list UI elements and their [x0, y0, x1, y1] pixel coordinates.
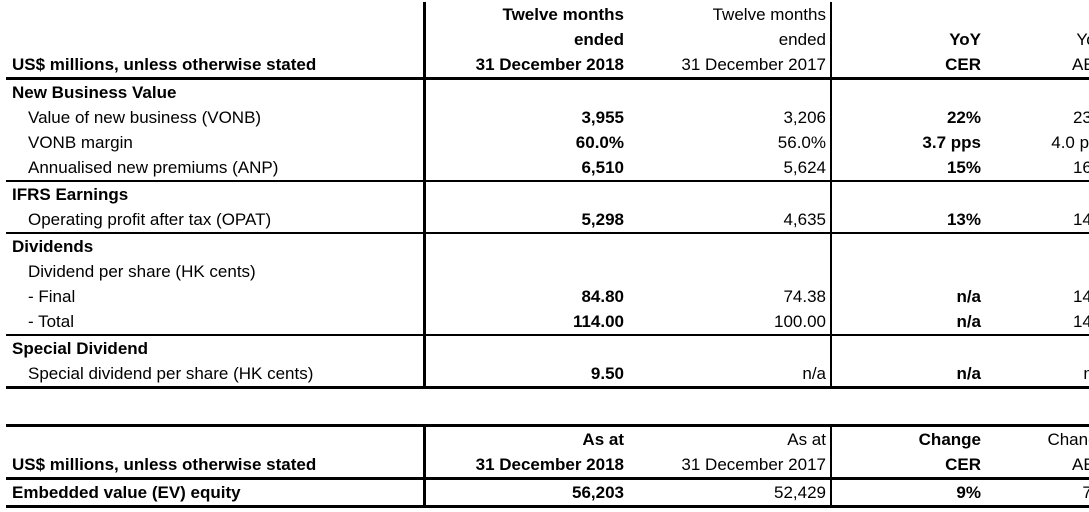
header-2017-line1: Twelve months — [628, 2, 832, 27]
row-label: Operating profit after tax (OPAT) — [6, 207, 425, 234]
results-table: Twelve months Twelve months ended ended … — [6, 2, 1089, 389]
value-aer: 4.0 pps — [1051, 133, 1089, 152]
header-units-label: US$ millions, unless otherwise stated — [6, 52, 425, 80]
value-2018: 84.80 — [423, 284, 628, 309]
value-cer: n/a — [831, 361, 985, 389]
subheading-row: Dividend per share (HK cents) — [6, 259, 1089, 284]
section-title-ifrs: IFRS Earnings — [12, 185, 129, 204]
ev-header-aer-line2: AER — [985, 452, 1089, 480]
ev-header-2018-line1: As at — [423, 424, 628, 452]
value-2018: 6,510 — [423, 155, 628, 182]
section-title-row: Special Dividend — [6, 335, 1089, 361]
value-aer: 23% — [1072, 108, 1089, 127]
ev-value-cer: 9% — [831, 478, 985, 508]
header-2017-line3: 31 December 2017 — [628, 52, 832, 80]
value-cer: 3.7 pps — [922, 133, 981, 152]
row-label: - Final — [28, 287, 76, 306]
value-cer: 22% — [946, 108, 981, 127]
value-2018: 3,955 — [423, 105, 628, 130]
embedded-value-table: As at As at Change Change US$ millions, … — [6, 424, 1089, 508]
section-title-dividends: Dividends — [12, 237, 94, 256]
header-2018-line3: 31 December 2018 — [423, 52, 628, 80]
value-cer: 13% — [831, 207, 985, 234]
value-2017: 3,206 — [628, 105, 832, 130]
row-label: VONB margin — [28, 133, 133, 152]
table-row: VONB margin 60.0% 56.0% 3.7 pps 4.0 pps — [6, 130, 1089, 155]
value-2018: 60.0% — [423, 130, 628, 155]
header-aer-line1: YoY — [1076, 30, 1089, 49]
table-row: Annualised new premiums (ANP) 6,510 5,62… — [6, 155, 1089, 182]
table-row: Embedded value (EV) equity 56,203 52,429… — [6, 478, 1089, 508]
header-cer-line1: YoY — [949, 30, 981, 49]
section-title-special: Special Dividend — [12, 339, 149, 358]
value-2018: 9.50 — [423, 361, 628, 389]
row-label: Value of new business (VONB) — [28, 108, 262, 127]
header-cer-line2: CER — [831, 52, 985, 80]
ev-header-2017-line2: 31 December 2017 — [628, 452, 832, 480]
value-cer: 15% — [831, 155, 985, 182]
value-cer: n/a — [831, 309, 985, 336]
ev-header-cer-line1: Change — [831, 424, 985, 452]
value-2017: 56.0% — [628, 130, 832, 155]
value-aer: 14% — [985, 309, 1089, 336]
value-2017: n/a — [628, 361, 832, 389]
value-2018: 5,298 — [423, 207, 628, 234]
row-label: Special dividend per share (HK cents) — [6, 361, 425, 389]
header-2018-line1: Twelve months — [423, 2, 628, 27]
section-title-nbv: New Business Value — [12, 83, 177, 102]
ev-value-2018: 56,203 — [423, 478, 628, 508]
header-row-3: US$ millions, unless otherwise stated 31… — [6, 52, 1089, 80]
header-2017-line2: ended — [628, 27, 832, 52]
value-cer: n/a — [956, 287, 981, 306]
section-title-row: New Business Value — [6, 78, 1089, 105]
ev-header-aer-line1: Change — [985, 424, 1089, 452]
section-title-row: Dividends — [6, 233, 1089, 259]
value-aer: 14% — [985, 207, 1089, 234]
value-2017: 100.00 — [628, 309, 832, 336]
ev-header-units-label: US$ millions, unless otherwise stated — [6, 452, 425, 480]
value-2017: 74.38 — [628, 284, 832, 309]
table-row: Value of new business (VONB) 3,955 3,206… — [6, 105, 1089, 130]
ev-header-row-1: As at As at Change Change — [6, 424, 1089, 452]
value-aer: n/a — [985, 361, 1089, 389]
ev-header-2018-line2: 31 December 2018 — [423, 452, 628, 480]
header-row-1: Twelve months Twelve months — [6, 2, 1089, 27]
ev-value-2017: 52,429 — [628, 478, 832, 508]
ev-value-aer: 7% — [985, 478, 1089, 508]
value-2017: 5,624 — [628, 155, 832, 182]
table-row: Operating profit after tax (OPAT) 5,298 … — [6, 207, 1089, 234]
table-row: - Final 84.80 74.38 n/a 14% — [6, 284, 1089, 309]
table-row: - Total 114.00 100.00 n/a 14% — [6, 309, 1089, 336]
dividend-subheading: Dividend per share (HK cents) — [28, 262, 256, 281]
row-label: Annualised new premiums (ANP) — [6, 155, 425, 182]
value-2018: 114.00 — [423, 309, 628, 336]
value-aer: 16% — [985, 155, 1089, 182]
ev-header-2017-line1: As at — [628, 424, 832, 452]
header-row-2: ended ended YoY YoY — [6, 27, 1089, 52]
ev-header-row-2: US$ millions, unless otherwise stated 31… — [6, 452, 1089, 480]
header-2018-line2: ended — [423, 27, 628, 52]
ev-header-cer-line2: CER — [831, 452, 985, 480]
value-aer: 14% — [1072, 287, 1089, 306]
table-row: Special dividend per share (HK cents) 9.… — [6, 361, 1089, 389]
header-aer-line2: AER — [985, 52, 1089, 80]
ev-row-label: Embedded value (EV) equity — [6, 478, 425, 508]
section-title-row: IFRS Earnings — [6, 181, 1089, 207]
value-2017: 4,635 — [628, 207, 832, 234]
row-label: - Total — [6, 309, 425, 336]
